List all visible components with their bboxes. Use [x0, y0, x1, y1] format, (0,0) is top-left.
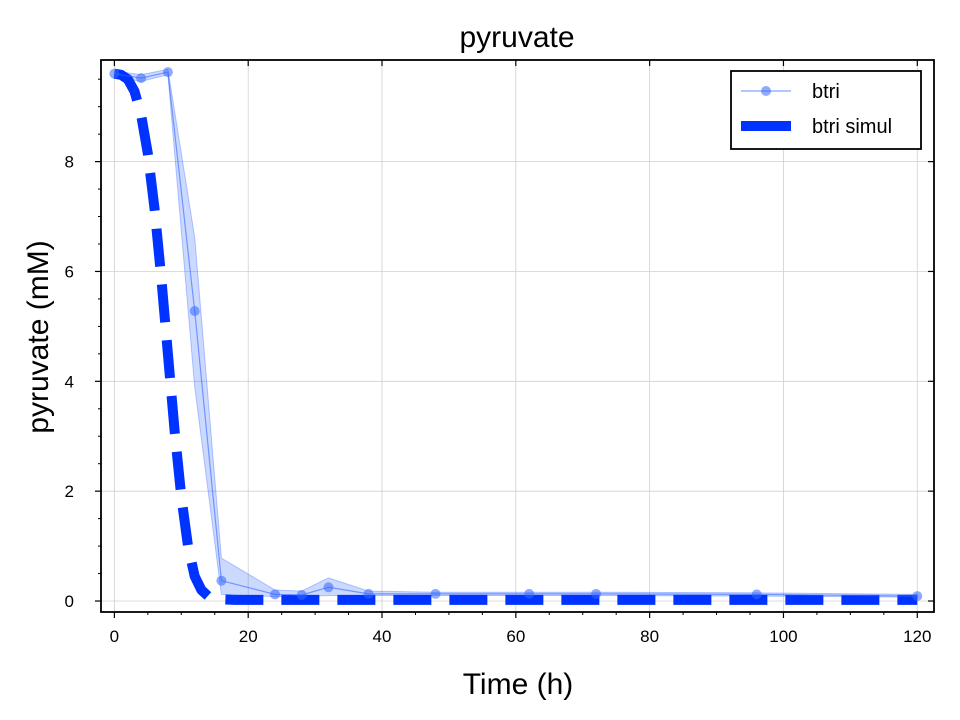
legend-box: [730, 70, 922, 150]
btri-point: [912, 591, 923, 602]
y-tick-label: 4: [65, 372, 74, 391]
x-tick-label: 20: [239, 627, 258, 646]
x-tick-label: 0: [110, 627, 119, 646]
y-tick-label: 2: [65, 482, 74, 501]
x-axis-label: Time (h): [463, 668, 574, 701]
y-tick-label: 0: [65, 592, 74, 611]
btri-point: [270, 589, 280, 600]
y-tick-label: 8: [65, 153, 74, 172]
btri-point: [430, 588, 441, 599]
x-tick-label: 60: [506, 627, 525, 646]
legend-btri-simul-label: btri simul: [812, 116, 892, 138]
btri-simul-line: [113, 68, 918, 605]
x-tick-label: 40: [373, 627, 392, 646]
btri-point: [162, 67, 173, 78]
btri-point: [136, 73, 147, 84]
btri-line: [114, 71, 918, 597]
x-tick-label: 80: [640, 627, 659, 646]
btri-point: [751, 589, 762, 600]
chart-title: pyruvate: [459, 21, 574, 54]
legend-btri-label: btri: [812, 81, 840, 103]
y-tick-label: 6: [65, 262, 74, 281]
btri-point: [189, 306, 200, 316]
btri-point: [109, 68, 120, 79]
legend-btri-marker: [761, 86, 771, 96]
plot-frame: [100, 59, 935, 613]
series-group: [109, 67, 923, 605]
y-axis-label: pyruvate (mM): [22, 240, 55, 433]
legend: btri btri simul: [730, 70, 922, 150]
x-tick-label: 120: [903, 627, 931, 646]
btri-point: [591, 588, 602, 599]
grid: [101, 60, 934, 612]
btri-point: [363, 588, 374, 599]
btri-point: [524, 588, 535, 599]
btri-point: [323, 582, 334, 593]
x-tick-label: 100: [769, 627, 797, 646]
axis-ticks: 0 20 40 60 80 100 120 0 2 4 6 8: [65, 60, 934, 646]
btri-point: [216, 575, 227, 586]
btri-point: [296, 590, 307, 600]
